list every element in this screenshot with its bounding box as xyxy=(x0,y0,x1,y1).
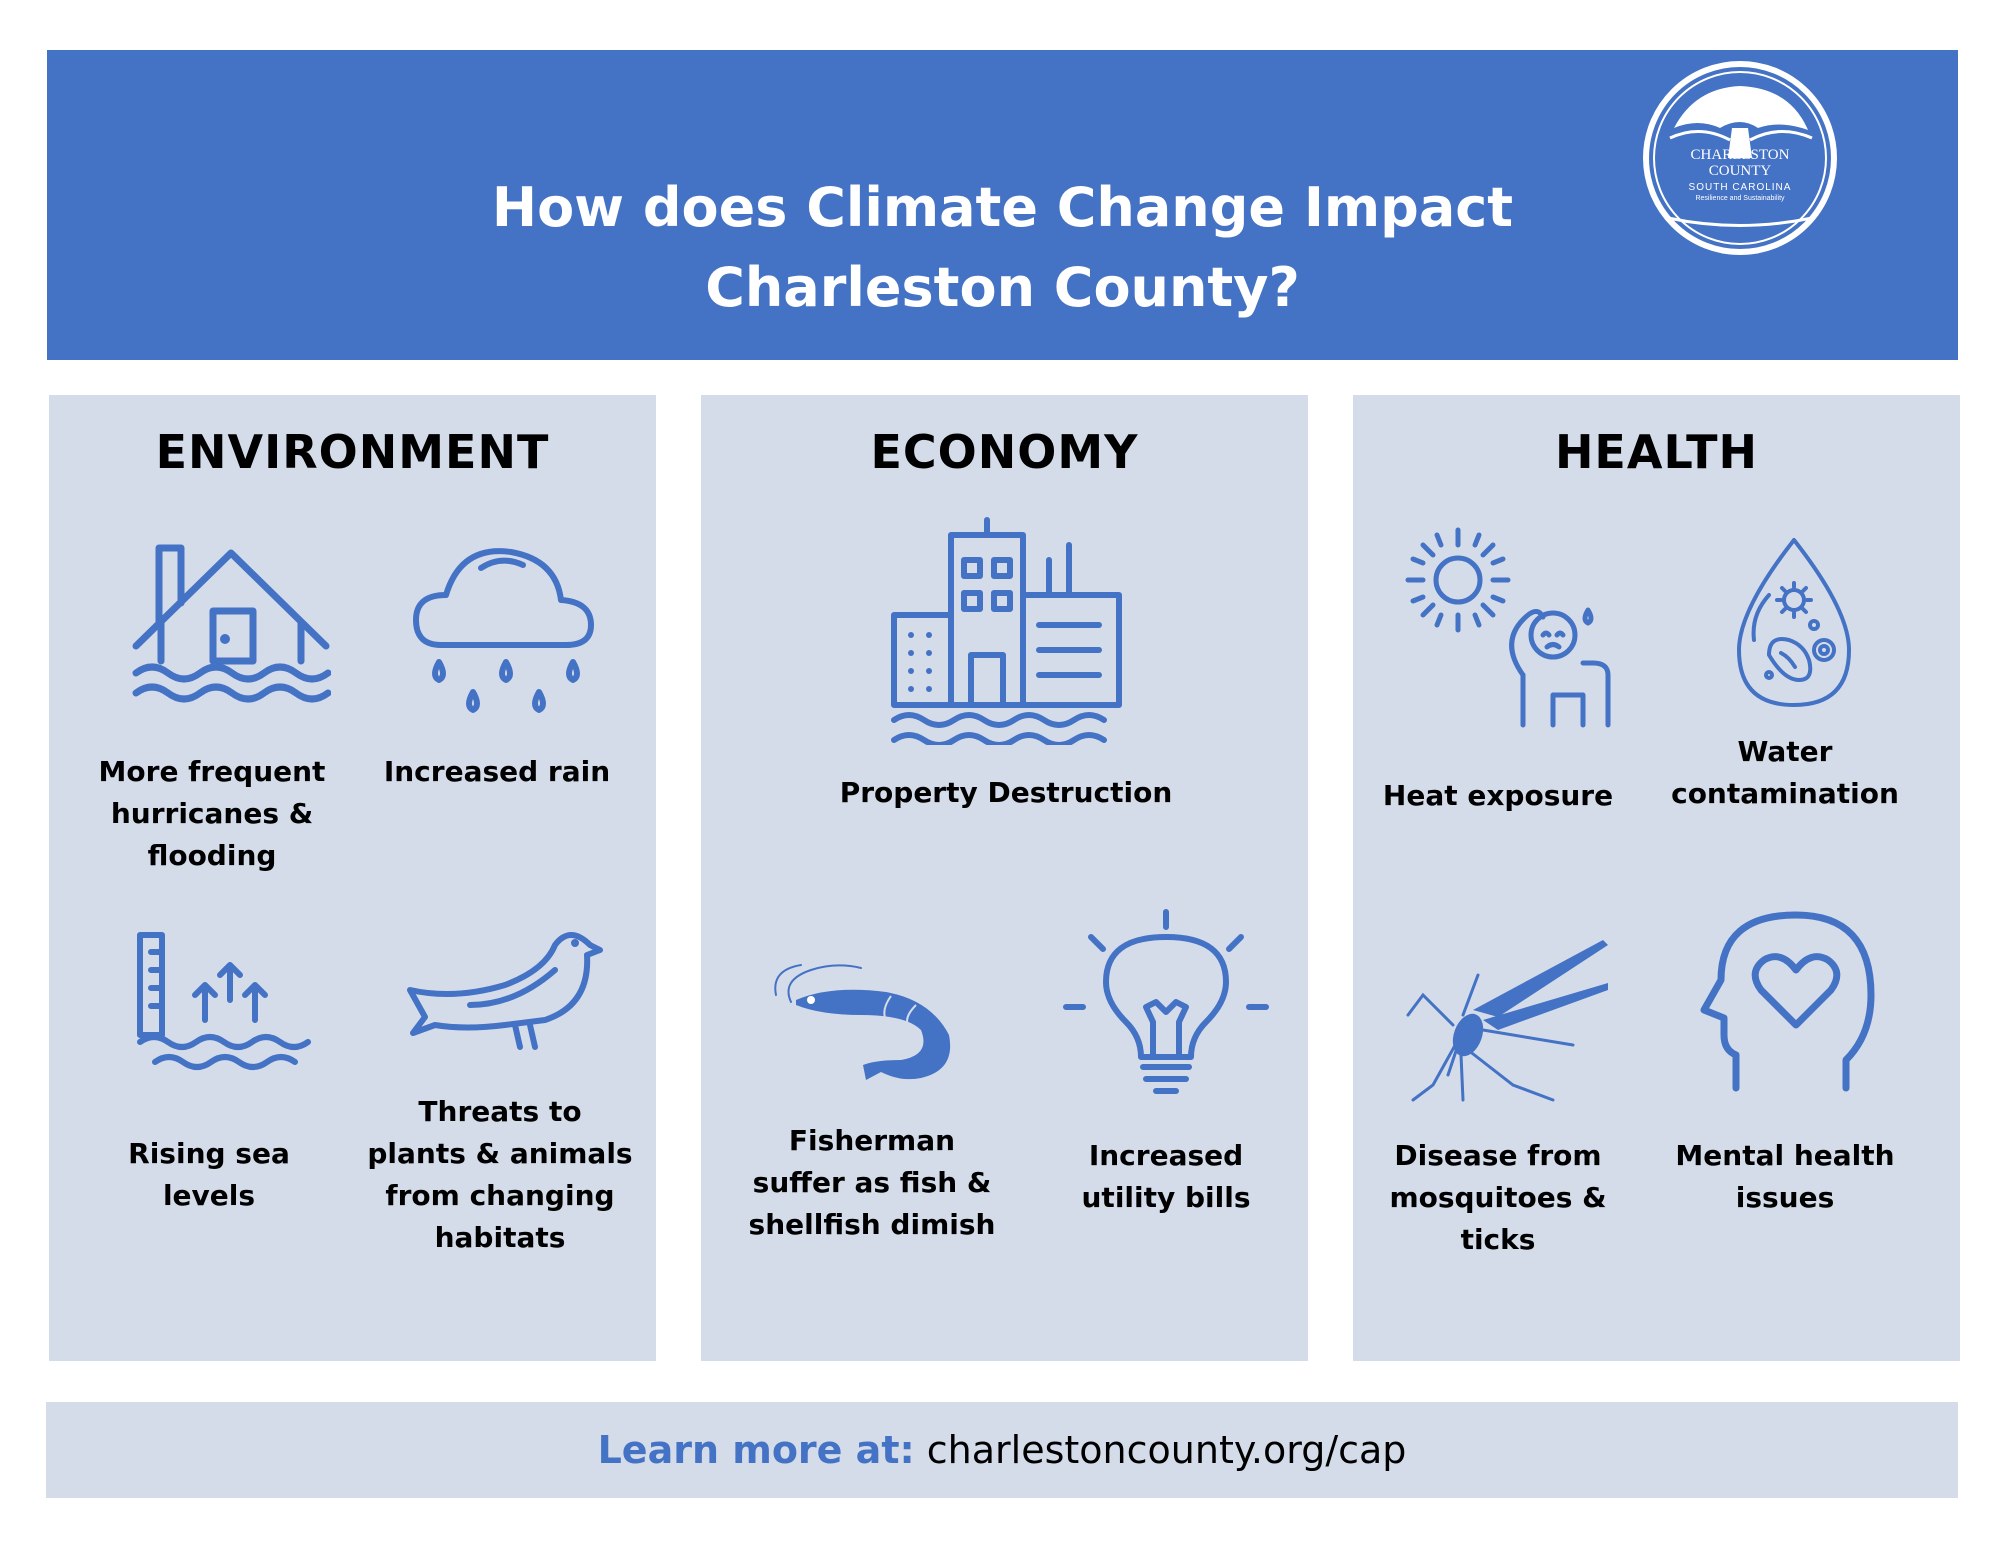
footer-label: Learn more at: xyxy=(597,1428,915,1472)
economy-panel: ECONOMY Property Destruction xyxy=(701,395,1308,1361)
logo-text: CHARLESTON COUNTY SOUTH CAROLINA Resilie… xyxy=(1677,147,1803,203)
oak-tree-seal-icon xyxy=(1643,61,1837,255)
lightbulb-icon xyxy=(1063,909,1269,1094)
flooded-house-icon xyxy=(132,544,331,703)
environment-label-2: Increased rain xyxy=(383,755,611,788)
footer-bar: Learn more at: charlestoncounty.org/cap xyxy=(46,1402,1958,1498)
logo-line-2: COUNTY xyxy=(1708,163,1772,179)
health-title: HEALTH xyxy=(1554,425,1759,479)
health-label-2: Water contamination xyxy=(1671,735,1899,810)
environment-panel: ENVIRONMENT More frequent hurricanes & f… xyxy=(49,395,656,1361)
shrimp-icon xyxy=(774,964,951,1080)
logo-line-4: Resilience and Sustainability xyxy=(1695,195,1785,202)
logo-line-3: SOUTH CAROLINA xyxy=(1688,182,1792,193)
environment-label-3: Rising sea levels xyxy=(128,1137,290,1212)
health-panel: HEALTH Heat expos xyxy=(1353,395,1960,1361)
economy-title: ECONOMY xyxy=(870,425,1139,479)
title-line-1: How does Climate Change Impact xyxy=(491,176,1514,239)
economy-label-3: Increased utility bills xyxy=(1081,1139,1251,1214)
environment-label-4: Threats to plants & animals from changin… xyxy=(367,1095,633,1254)
flooded-buildings-icon xyxy=(891,517,1122,745)
rain-cloud-icon xyxy=(413,548,594,713)
rising-water-gauge-icon xyxy=(137,932,311,1070)
health-label-4: Mental health issues xyxy=(1675,1139,1895,1214)
mosquito-icon xyxy=(1406,940,1608,1102)
economy-label-2: Fisherman suffer as fish & shellfish dim… xyxy=(748,1124,996,1241)
environment-label-1: More frequent hurricanes & flooding xyxy=(98,755,326,872)
head-heart-icon xyxy=(1700,911,1875,1092)
health-label-1: Heat exposure xyxy=(1382,779,1614,812)
economy-label-1: Property Destruction xyxy=(839,776,1173,809)
title-line-2: Charleston County? xyxy=(705,256,1300,319)
environment-title: ENVIRONMENT xyxy=(155,425,550,479)
logo-line-1: CHARLESTON xyxy=(1690,147,1790,163)
page-title: How does Climate Change Impact Charlesto… xyxy=(47,168,1958,328)
health-label-3: Disease from mosquitoes & ticks xyxy=(1389,1139,1607,1256)
bird-icon xyxy=(407,932,603,1050)
header-banner: How does Climate Change Impact Charlesto… xyxy=(47,50,1958,360)
sun-sweating-person-icon xyxy=(1405,527,1611,728)
footer-url[interactable]: charlestoncounty.org/cap xyxy=(926,1428,1407,1472)
contaminated-water-drop-icon xyxy=(1737,538,1851,707)
